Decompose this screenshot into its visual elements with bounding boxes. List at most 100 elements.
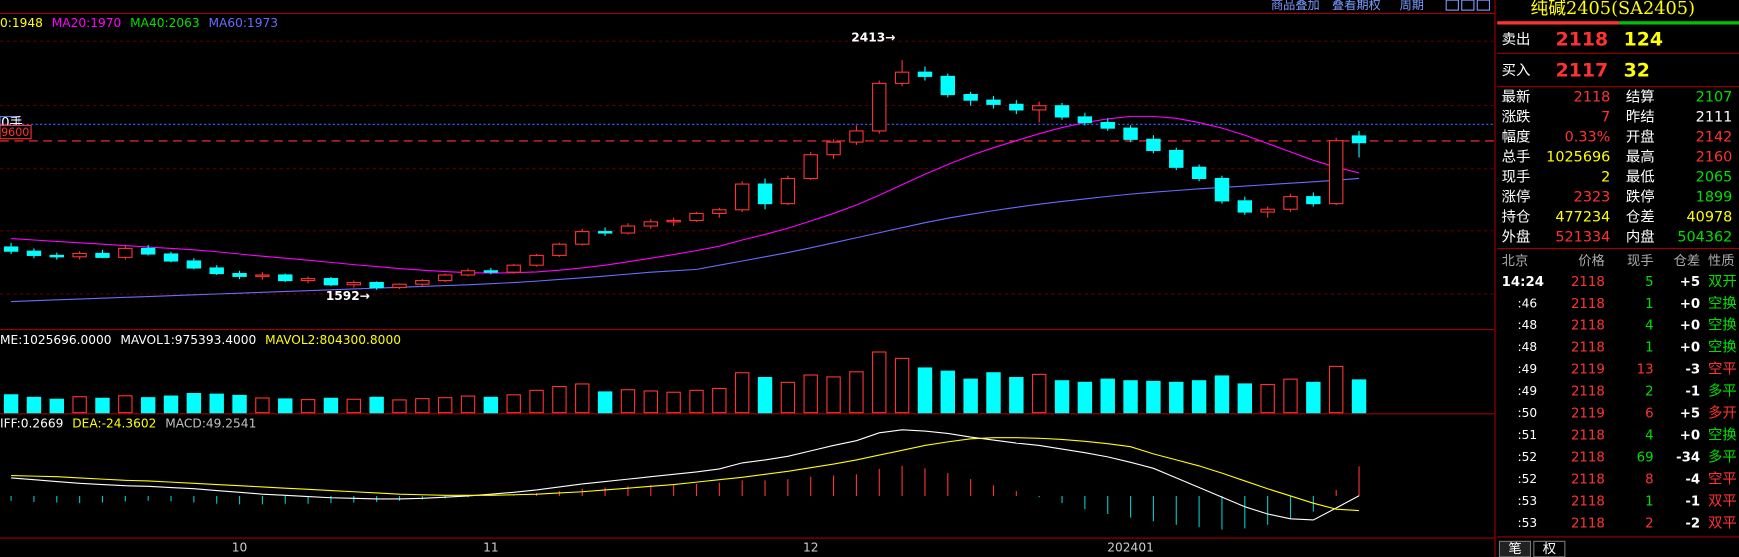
stat-value: 40978 — [1687, 210, 1733, 226]
tick-price: 2118 — [1571, 385, 1605, 400]
candle-body — [95, 252, 110, 258]
candle-body — [757, 183, 773, 205]
tick-volume: 13 — [1637, 363, 1654, 378]
volume-bar — [72, 396, 87, 414]
volume-bar — [437, 397, 453, 414]
candle-body — [209, 267, 224, 275]
stat-value: 2 — [1601, 170, 1610, 186]
volume-bar — [1191, 380, 1207, 414]
tab-label[interactable]: 权 — [1543, 540, 1556, 557]
candle-body — [392, 283, 407, 289]
volume-bar — [575, 383, 590, 414]
tick-time: :52 — [1518, 450, 1538, 464]
candle-body — [72, 252, 87, 258]
window-buttons[interactable] — [1445, 0, 1491, 11]
tick-price: 2118 — [1571, 516, 1605, 531]
tick-price: 2118 — [1571, 297, 1605, 312]
candle-body — [780, 177, 796, 205]
candle-body — [49, 254, 64, 258]
quote-price: 2118 — [1556, 30, 1608, 51]
tick-oi: +0 — [1680, 341, 1700, 356]
tick-header: 价格 — [1578, 253, 1605, 269]
candle-body — [712, 209, 727, 214]
tick-price: 2118 — [1571, 341, 1605, 356]
x-tick-label: 11 — [483, 541, 499, 555]
legend-item: IFF:0.2669 — [0, 416, 63, 430]
title-bar — [1497, 21, 1620, 25]
volume-bar — [140, 397, 156, 414]
title-bar — [1619, 21, 1739, 25]
volume-bar — [780, 381, 796, 414]
tick-price: 2119 — [1571, 363, 1605, 378]
candle-body — [140, 247, 156, 255]
volume-bar — [529, 389, 544, 414]
candle-body — [163, 253, 179, 262]
tick-type: 双平 — [1708, 492, 1737, 509]
candle-body — [1123, 127, 1138, 140]
stat-label: 最新 — [1502, 89, 1531, 106]
candle-body — [346, 281, 361, 286]
tick-header: 现手 — [1627, 253, 1654, 269]
tab-label[interactable]: 笔 — [1508, 541, 1521, 557]
candle-body — [1031, 105, 1047, 111]
stat-value: 7 — [1601, 110, 1610, 126]
quote-volume: 124 — [1624, 30, 1663, 51]
tick-oi: -4 — [1685, 472, 1700, 487]
candle-body — [1351, 135, 1367, 144]
candle-body — [826, 141, 841, 156]
volume-bar — [1123, 380, 1138, 414]
candle-body — [300, 278, 316, 282]
volume-bar — [1351, 379, 1367, 414]
legend-item: ME:1025696.0000 — [0, 333, 112, 347]
candle-body — [186, 260, 202, 269]
volume-bar — [415, 398, 430, 414]
stat-value: 2323 — [1574, 190, 1611, 206]
candle-body — [118, 247, 133, 258]
indicator-line — [11, 429, 1360, 521]
stat-value: 2160 — [1696, 150, 1733, 166]
volume-bar — [917, 367, 933, 414]
tick-time: :49 — [1518, 384, 1538, 398]
candle-body — [3, 246, 19, 252]
candle-body — [415, 280, 430, 285]
volume-bar — [1100, 378, 1115, 414]
tick-time: :46 — [1518, 296, 1538, 310]
tick-oi: +5 — [1680, 275, 1700, 290]
annotation: 1592→ — [326, 289, 370, 303]
candle-body — [437, 274, 453, 282]
indicator-line — [11, 177, 1360, 303]
candle-body — [575, 231, 590, 245]
candle-body — [278, 274, 293, 282]
candle-body — [460, 270, 476, 276]
stat-value: 521334 — [1555, 229, 1610, 245]
x-tick-label: 202401 — [1107, 541, 1154, 555]
tick-volume: 1 — [1645, 341, 1653, 356]
volume-bar — [1169, 381, 1184, 414]
stat-value: 2142 — [1696, 130, 1733, 146]
link[interactable]: 商品叠加 — [1271, 0, 1320, 12]
candle-body — [369, 281, 384, 289]
tick-oi: +0 — [1680, 319, 1700, 334]
link[interactable]: 叠看期权 — [1332, 0, 1381, 12]
candle-body — [597, 231, 613, 234]
tick-oi: -1 — [1685, 494, 1700, 509]
volume-bar — [49, 398, 64, 414]
tick-volume: 4 — [1645, 429, 1653, 444]
stat-value: 1899 — [1696, 190, 1733, 206]
volume-bar — [483, 396, 499, 414]
volume-bar — [666, 391, 681, 414]
candle-body — [894, 71, 910, 84]
tick-time: :53 — [1518, 494, 1538, 508]
tick-time: :50 — [1518, 406, 1538, 420]
tick-time: :52 — [1518, 472, 1538, 486]
link[interactable]: 周期 — [1400, 0, 1424, 12]
grid — [0, 40, 1496, 295]
candle-body — [1009, 103, 1024, 111]
volume-bar — [734, 372, 750, 414]
volume-bar — [803, 374, 818, 414]
tick-volume: 2 — [1645, 516, 1653, 531]
volume-bar — [1214, 375, 1230, 414]
